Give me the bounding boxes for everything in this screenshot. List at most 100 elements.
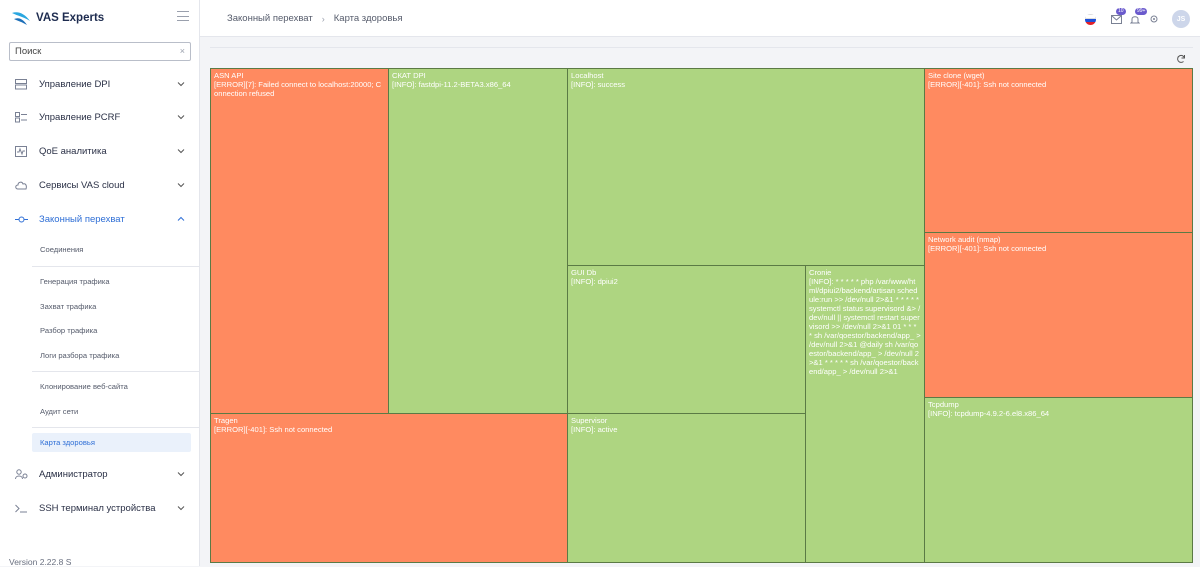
tile-message: [INFO]: success bbox=[571, 80, 626, 89]
settings-icon[interactable] bbox=[1147, 12, 1161, 26]
messages-count: 10 bbox=[1116, 8, 1126, 15]
health-tile-supervisor[interactable]: Supervisor [INFO]: active bbox=[567, 413, 806, 563]
subnav-label: Логи разбора трафика bbox=[40, 351, 120, 360]
clear-search-icon[interactable]: × bbox=[179, 46, 185, 56]
chevron-down-icon bbox=[177, 149, 185, 154]
subnav-site-clone[interactable]: Клонирование веб-сайта bbox=[32, 377, 191, 396]
tile-name: СКАТ DPI bbox=[392, 71, 426, 80]
nav-label: Управление DPI bbox=[39, 78, 111, 90]
messages-icon[interactable]: 10 bbox=[1109, 8, 1126, 26]
breadcrumb-separator: › bbox=[321, 13, 325, 24]
chevron-down-icon bbox=[177, 115, 185, 120]
pcrf-icon bbox=[14, 110, 28, 124]
tile-name: ASN API bbox=[214, 71, 244, 80]
chevron-down-icon bbox=[177, 183, 185, 188]
search-field: × bbox=[9, 42, 191, 61]
terminal-icon bbox=[14, 501, 28, 515]
subnav-traffic-capture[interactable]: Захват трафика bbox=[32, 297, 191, 316]
chevron-down-icon bbox=[177, 82, 185, 87]
health-tile-cronie[interactable]: Cronie [INFO]: * * * * * php /var/www/ht… bbox=[805, 265, 925, 563]
tile-name: Tcpdump bbox=[928, 400, 959, 409]
nav-item-admin[interactable]: Администратор bbox=[0, 461, 199, 487]
intercept-icon bbox=[14, 212, 28, 226]
tile-message: [ERROR][7]: Failed connect to localhost:… bbox=[214, 80, 382, 98]
breadcrumb: Законный перехват › Карта здоровья bbox=[227, 13, 403, 24]
subnav-network-audit[interactable]: Аудит сети bbox=[32, 402, 191, 421]
chevron-down-icon bbox=[177, 472, 185, 477]
refresh-icon[interactable] bbox=[1176, 54, 1186, 64]
tile-message: [INFO]: * * * * * php /var/www/html/dpiu… bbox=[809, 277, 923, 376]
brand-name: VAS Experts bbox=[36, 12, 105, 24]
topbar: Законный перехват › Карта здоровья 10 99… bbox=[200, 0, 1200, 37]
brand[interactable]: VAS Experts bbox=[10, 6, 104, 30]
nav-item-lawful-intercept[interactable]: Законный перехват bbox=[0, 206, 199, 232]
tile-name: GUI Db bbox=[571, 268, 597, 277]
divider bbox=[32, 266, 200, 267]
subnav-label: Аудит сети bbox=[40, 407, 79, 416]
nav-label: Законный перехват bbox=[39, 213, 125, 225]
tile-name: Cronie bbox=[809, 268, 832, 277]
health-treemap: ASN API [ERROR][7]: Failed connect to lo… bbox=[210, 68, 1193, 563]
breadcrumb-current: Карта здоровья bbox=[333, 13, 403, 24]
subnav-label: Захват трафика bbox=[40, 302, 97, 311]
nav-item-ssh[interactable]: SSH терминал устройства bbox=[0, 495, 199, 521]
tile-name: Site clone (wget) bbox=[928, 71, 985, 80]
tile-message: [ERROR][-401]: Ssh not connected bbox=[214, 425, 333, 434]
subnav-connections[interactable]: Соединения bbox=[32, 240, 191, 259]
topbar-actions: 10 99+ JS bbox=[1085, 8, 1190, 29]
user-avatar[interactable]: JS bbox=[1172, 10, 1190, 28]
tile-message: [INFO]: tcpdump-4.9.2-6.el8.x86_64 bbox=[928, 409, 1050, 418]
nav-label: SSH терминал устройства bbox=[39, 502, 156, 514]
nav-label: Администратор bbox=[39, 468, 108, 480]
health-tile-tcpdump[interactable]: Tcpdump [INFO]: tcpdump-4.9.2-6.el8.x86_… bbox=[924, 397, 1193, 563]
version-label: Version 2.22.8 S bbox=[9, 557, 72, 567]
tile-name: Localhost bbox=[571, 71, 604, 80]
nav-item-dpi[interactable]: Управление DPI bbox=[0, 71, 199, 97]
divider bbox=[32, 371, 200, 372]
nav-label: Управление PCRF bbox=[39, 111, 121, 123]
subnav-label: Генерация трафика bbox=[40, 277, 110, 286]
tile-message: [ERROR][-401]: Ssh not connected bbox=[928, 80, 1047, 89]
health-tile-asn-api[interactable]: ASN API [ERROR][7]: Failed connect to lo… bbox=[210, 68, 389, 414]
nav-item-cloud[interactable]: Сервисы VAS cloud bbox=[0, 172, 199, 198]
subnav-traffic-parse[interactable]: Разбор трафика bbox=[32, 321, 191, 340]
server-icon bbox=[14, 77, 28, 91]
health-tile-gui-db[interactable]: GUI Db [INFO]: dpiui2 bbox=[567, 265, 806, 414]
tile-message: [INFO]: fastdpi-11.2-BETA3.x86_64 bbox=[392, 80, 511, 89]
subnav-label: Соединения bbox=[40, 245, 84, 254]
tile-message: [INFO]: active bbox=[571, 425, 618, 434]
search-input[interactable] bbox=[10, 46, 170, 57]
tile-name: Tragen bbox=[214, 416, 238, 425]
subnav-parse-logs[interactable]: Логи разбора трафика bbox=[32, 346, 191, 365]
subnav-label: Разбор трафика bbox=[40, 326, 98, 335]
subnav-label: Карта здоровья bbox=[40, 438, 95, 447]
nav-label: QoE аналитика bbox=[39, 145, 107, 157]
subnav-traffic-generation[interactable]: Генерация трафика bbox=[32, 272, 191, 291]
notifications-icon[interactable]: 99+ bbox=[1128, 8, 1148, 26]
health-tile-localhost[interactable]: Localhost [INFO]: success bbox=[567, 68, 925, 266]
panel-toolbar bbox=[210, 47, 1193, 66]
tile-name: Network audit (nmap) bbox=[928, 235, 1001, 244]
menu-toggle-icon[interactable] bbox=[177, 11, 189, 21]
health-tile-network-audit[interactable]: Network audit (nmap) [ERROR][-401]: Ssh … bbox=[924, 232, 1193, 398]
chevron-down-icon bbox=[177, 506, 185, 511]
admin-icon bbox=[14, 467, 28, 481]
nav-label: Сервисы VAS cloud bbox=[39, 179, 125, 191]
subnav-health-map[interactable]: Карта здоровья bbox=[32, 433, 191, 452]
health-tile-tragen[interactable]: Tragen [ERROR][-401]: Ssh not connected bbox=[210, 413, 568, 563]
health-tile-site-clone[interactable]: Site clone (wget) [ERROR][-401]: Ssh not… bbox=[924, 68, 1193, 233]
divider bbox=[32, 427, 200, 428]
nav-item-pcrf[interactable]: Управление PCRF bbox=[0, 104, 199, 130]
language-flag-icon[interactable] bbox=[1085, 13, 1096, 25]
nav-item-qoe[interactable]: QoE аналитика bbox=[0, 138, 199, 164]
sidebar: VAS Experts × Управление DPI Управление … bbox=[0, 0, 200, 567]
tile-name: Supervisor bbox=[571, 416, 608, 425]
cloud-icon bbox=[14, 178, 28, 192]
subnav-label: Клонирование веб-сайта bbox=[40, 382, 128, 391]
chevron-up-icon bbox=[177, 216, 185, 221]
breadcrumb-parent[interactable]: Законный перехват bbox=[227, 13, 313, 24]
tile-message: [INFO]: dpiui2 bbox=[571, 277, 618, 286]
health-tile-ckat-dpi[interactable]: СКАТ DPI [INFO]: fastdpi-11.2-BETA3.x86_… bbox=[388, 68, 568, 414]
vas-logo-icon bbox=[10, 7, 32, 29]
notifications-count: 99+ bbox=[1135, 8, 1148, 15]
